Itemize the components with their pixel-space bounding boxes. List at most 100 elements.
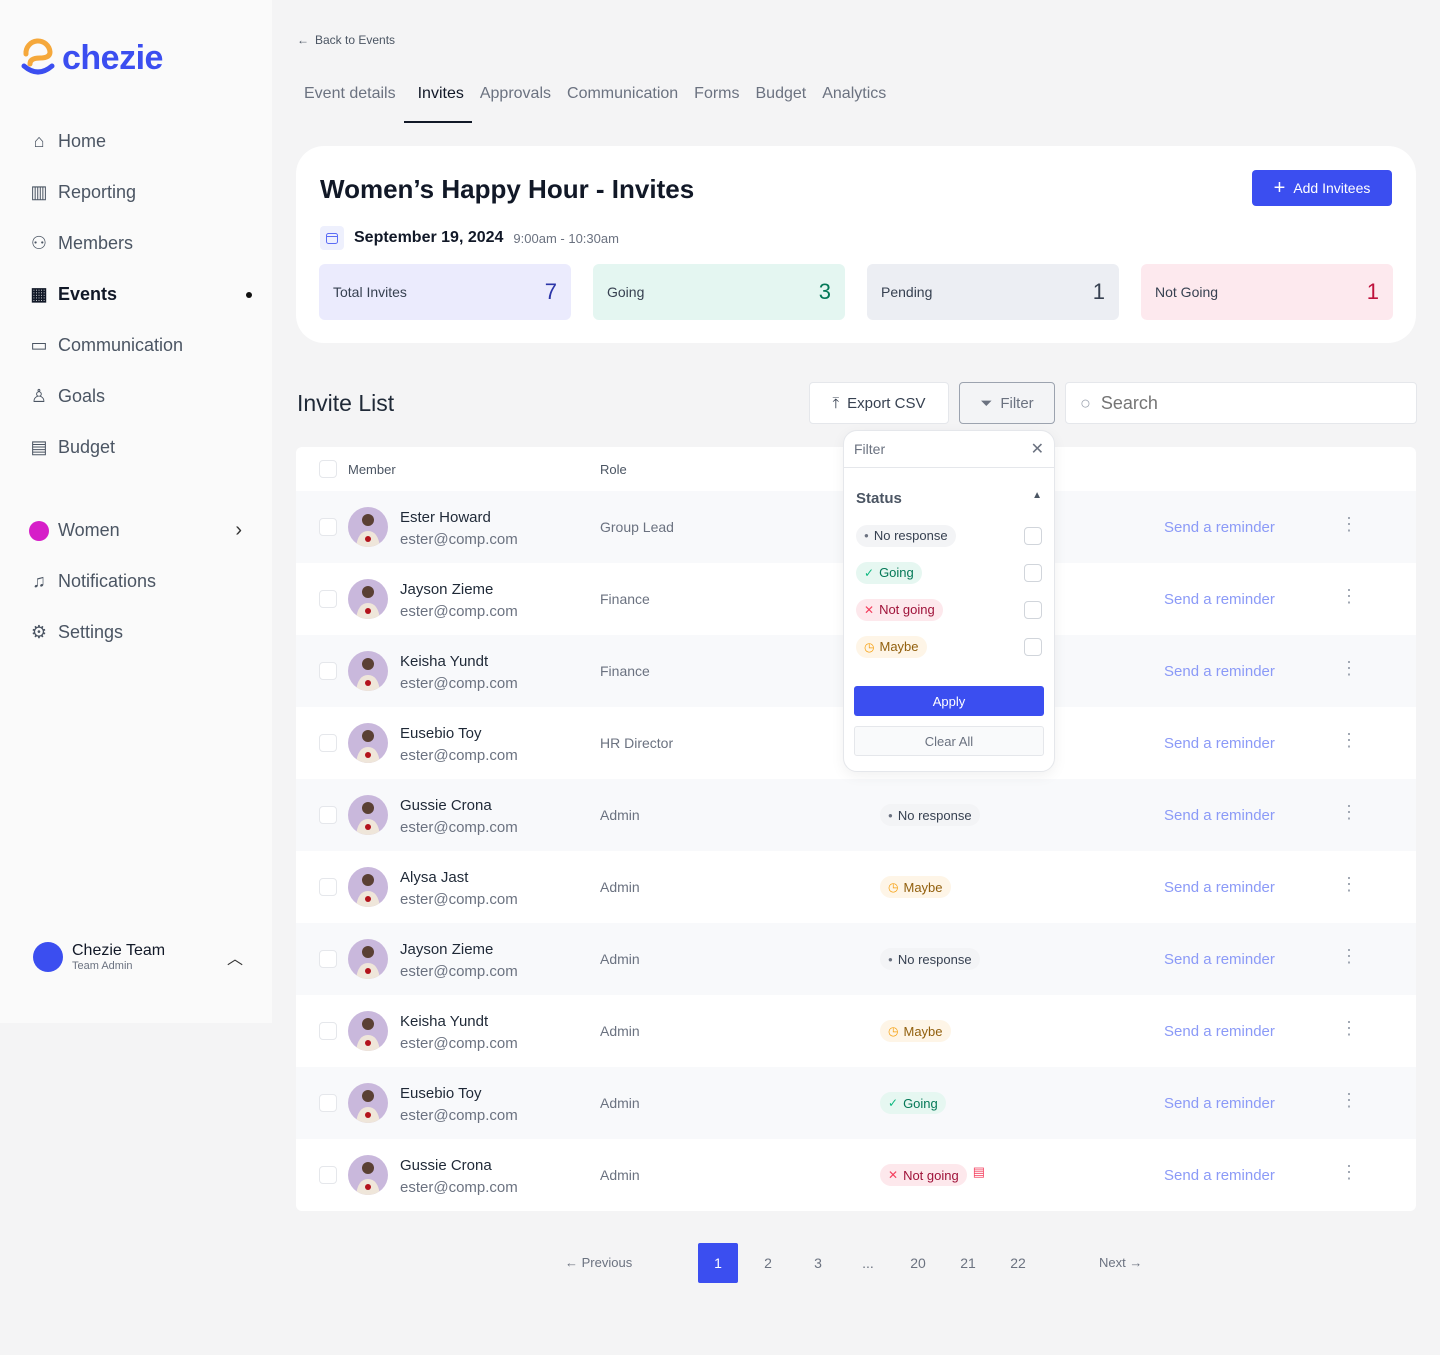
row-checkbox[interactable] (319, 950, 337, 968)
sidebar-item-settings[interactable]: ⚙ Settings (28, 607, 258, 658)
send-reminder-link[interactable]: Send a reminder (1164, 663, 1275, 680)
bell-icon: ♫ (32, 571, 46, 591)
sidebar-item-notifications[interactable]: ♫ Notifications (28, 556, 258, 607)
avatar (348, 795, 388, 835)
filter-option-not-going[interactable]: ✕ Not going (844, 591, 1054, 628)
status-text: Maybe (903, 1023, 943, 1039)
page-22[interactable]: 22 (1010, 1255, 1026, 1271)
send-reminder-link[interactable]: Send a reminder (1164, 1095, 1275, 1112)
member-name: Eusebio Toy (400, 725, 482, 742)
send-reminder-link[interactable]: Send a reminder (1164, 951, 1275, 968)
avatar (348, 651, 388, 691)
more-options-icon[interactable]: ⋮ (1340, 586, 1358, 606)
send-reminder-link[interactable]: Send a reminder (1164, 735, 1275, 752)
more-options-icon[interactable]: ⋮ (1340, 802, 1358, 822)
filter-checkbox[interactable] (1024, 563, 1042, 582)
sidebar-item-label: Budget (58, 437, 116, 457)
chevron-right-icon[interactable]: › (235, 519, 242, 541)
next-button[interactable]: Next → (1099, 1255, 1143, 1270)
row-checkbox[interactable] (319, 1022, 337, 1040)
brand-logo[interactable]: chezie (20, 38, 163, 78)
send-reminder-link[interactable]: Send a reminder (1164, 879, 1275, 896)
sidebar-item-goals[interactable]: ♙ Goals (28, 371, 258, 422)
select-all-checkbox[interactable] (319, 460, 337, 478)
status-text: Not going (903, 1167, 959, 1183)
page-21[interactable]: 21 (960, 1255, 976, 1271)
row-checkbox[interactable] (319, 590, 337, 608)
sidebar-item-label: Home (58, 131, 107, 151)
tab-event-details[interactable]: Event details (304, 85, 396, 102)
page-3[interactable]: 3 (814, 1255, 822, 1271)
tab-approvals[interactable]: Approvals (479, 85, 552, 102)
apply-button[interactable]: Apply (854, 686, 1044, 716)
status-section-toggle[interactable]: Status ▲ (844, 468, 1054, 507)
chevron-up-icon[interactable]: ︿ (226, 951, 243, 968)
close-icon[interactable]: ✕ (1030, 441, 1044, 458)
row-checkbox[interactable] (319, 1094, 337, 1112)
member-email: ester@comp.com (400, 891, 518, 908)
send-reminder-link[interactable]: Send a reminder (1164, 1023, 1275, 1040)
page-2[interactable]: 2 (764, 1255, 772, 1271)
sidebar-item-label: Members (58, 233, 134, 253)
women-group-icon (28, 520, 50, 542)
tab-analytics[interactable]: Analytics (822, 85, 887, 102)
sidebar-item-home[interactable]: ⌂ Home (28, 116, 258, 167)
filter-option-going[interactable]: ✓ Going (844, 554, 1054, 591)
more-options-icon[interactable]: ⋮ (1340, 1018, 1358, 1038)
back-link[interactable]: ← Back to Events (297, 33, 395, 47)
avatar (348, 1011, 388, 1051)
filter-checkbox[interactable] (1024, 600, 1042, 619)
row-checkbox[interactable] (319, 806, 337, 824)
page-20[interactable]: 20 (910, 1255, 926, 1271)
more-options-icon[interactable]: ⋮ (1340, 874, 1358, 894)
clear-all-button[interactable]: Clear All (854, 726, 1044, 756)
tab-invites[interactable]: Invites (403, 80, 472, 123)
filter-button[interactable]: ⏷ Filter (959, 382, 1055, 424)
sidebar-item-label: Notifications (58, 571, 157, 591)
status-cell: ✕ Not going ▤ (880, 1164, 985, 1186)
page-1[interactable]: 1 (698, 1243, 738, 1283)
filter-option-maybe[interactable]: ◷ Maybe (844, 628, 1054, 665)
tab-forms[interactable]: Forms (694, 85, 740, 102)
note-icon[interactable]: ▤ (972, 1164, 986, 1179)
more-options-icon[interactable]: ⋮ (1340, 730, 1358, 750)
stat-label: Total Invites (333, 284, 407, 300)
send-reminder-link[interactable]: Send a reminder (1164, 1167, 1275, 1184)
sidebar-item-budget[interactable]: ▤ Budget (28, 422, 258, 473)
export-csv-button[interactable]: ⤒ Export CSV (809, 382, 949, 424)
next-label: Next (1099, 1255, 1126, 1270)
filter-checkbox[interactable] (1024, 637, 1042, 656)
send-reminder-link[interactable]: Send a reminder (1164, 519, 1275, 536)
more-options-icon[interactable]: ⋮ (1340, 1090, 1358, 1110)
status-section-title: Status (856, 490, 902, 507)
send-reminder-link[interactable]: Send a reminder (1164, 591, 1275, 608)
member-name: Gussie Crona (400, 797, 492, 814)
send-reminder-link[interactable]: Send a reminder (1164, 807, 1275, 824)
row-checkbox[interactable] (319, 734, 337, 752)
sidebar-item-members[interactable]: ⚇ Members (28, 218, 258, 269)
user-menu[interactable]: Chezie Team Team Admin ︿ (33, 942, 243, 972)
sidebar-item-women[interactable]: Women › (28, 505, 258, 556)
tab-communication[interactable]: Communication (567, 85, 679, 102)
row-checkbox[interactable] (319, 518, 337, 536)
more-options-icon[interactable]: ⋮ (1340, 658, 1358, 678)
tab-budget[interactable]: Budget (755, 85, 807, 102)
more-options-icon[interactable]: ⋮ (1340, 514, 1358, 534)
avatar (348, 507, 388, 547)
previous-button[interactable]: ← Previous (565, 1255, 633, 1270)
filter-checkbox[interactable] (1024, 526, 1042, 545)
row-checkbox[interactable] (319, 1166, 337, 1184)
member-email: ester@comp.com (400, 819, 518, 836)
filter-option-no-response[interactable]: ● No response (844, 517, 1054, 554)
more-options-icon[interactable]: ⋮ (1340, 946, 1358, 966)
sidebar-item-communication[interactable]: ▭ Communication (28, 320, 258, 371)
search-box[interactable]: ○ (1065, 382, 1417, 424)
member-name: Jayson Zieme (400, 941, 494, 958)
add-invitees-button[interactable]: + Add Invitees (1252, 170, 1392, 206)
sidebar-item-reporting[interactable]: ▥ Reporting (28, 167, 258, 218)
more-options-icon[interactable]: ⋮ (1340, 1162, 1358, 1182)
sidebar-item-events[interactable]: ▦ Events (28, 269, 258, 320)
search-input[interactable] (1100, 392, 1333, 414)
row-checkbox[interactable] (319, 662, 337, 680)
row-checkbox[interactable] (319, 878, 337, 896)
